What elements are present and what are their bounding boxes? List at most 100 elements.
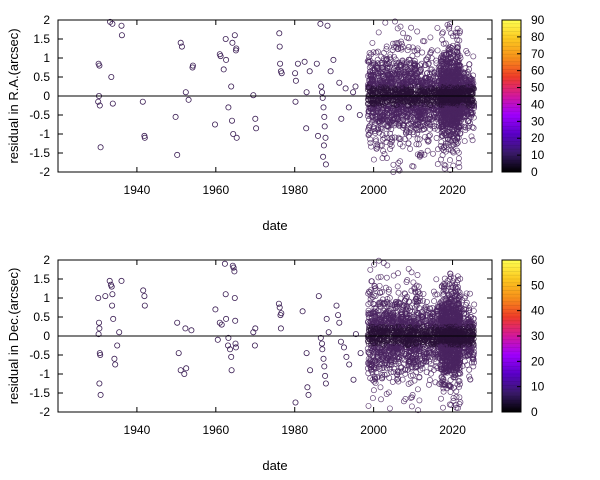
data-point <box>414 272 421 278</box>
colorbar-tick-label: 10 <box>531 148 545 162</box>
data-point <box>418 337 425 344</box>
data-point <box>426 350 433 357</box>
y-tick-label: 1 <box>43 51 50 65</box>
data-point <box>425 336 432 343</box>
data-point <box>459 76 466 83</box>
data-point <box>378 116 384 123</box>
data-point <box>383 274 390 281</box>
data-point <box>377 299 384 306</box>
data-point <box>292 77 299 84</box>
data-point <box>419 49 426 56</box>
data-point <box>395 358 402 365</box>
data-point <box>420 290 427 297</box>
data-point <box>393 44 400 51</box>
data-point <box>229 39 236 46</box>
data-point <box>414 151 421 158</box>
data-point <box>403 334 410 341</box>
data-point <box>109 291 116 298</box>
data-point <box>425 60 432 67</box>
data-point <box>398 38 404 45</box>
data-point <box>454 41 461 48</box>
data-point <box>386 94 393 101</box>
data-point <box>396 336 403 343</box>
data-point <box>421 89 428 95</box>
data-point <box>303 350 310 357</box>
data-point <box>446 84 453 91</box>
data-point <box>225 104 232 111</box>
data-point <box>364 332 371 338</box>
data-point <box>323 315 330 322</box>
data-point <box>379 136 386 143</box>
data-point <box>433 337 440 344</box>
y-tick-label: 0 <box>43 89 50 103</box>
data-point <box>434 24 441 31</box>
data-point <box>447 49 454 55</box>
data-point <box>395 122 402 129</box>
data-point <box>372 78 379 85</box>
data-point <box>406 70 413 77</box>
data-point <box>276 304 283 311</box>
data-point <box>319 94 326 101</box>
data-point <box>391 53 397 60</box>
data-point <box>324 22 331 29</box>
data-point <box>415 348 422 355</box>
data-point <box>448 30 455 37</box>
ra-scatter-points <box>95 18 478 175</box>
data-point <box>370 319 377 326</box>
data-point <box>421 38 428 45</box>
data-point <box>432 324 439 331</box>
data-point <box>441 165 448 172</box>
data-point <box>426 76 433 83</box>
data-point <box>403 76 410 83</box>
data-point <box>449 148 456 155</box>
ra-x-axis-label: date <box>262 218 287 233</box>
data-point <box>250 92 257 99</box>
data-point <box>405 44 412 50</box>
data-point <box>217 53 224 60</box>
data-point <box>420 297 427 304</box>
data-point <box>140 287 147 294</box>
data-point <box>413 369 420 376</box>
data-point <box>396 339 403 346</box>
data-point <box>365 402 372 409</box>
data-point <box>382 360 389 367</box>
data-point <box>449 105 456 112</box>
data-point <box>369 324 376 330</box>
data-point <box>228 367 235 374</box>
data-point <box>381 84 388 91</box>
data-point <box>459 104 465 111</box>
data-point <box>314 132 321 139</box>
data-point <box>447 112 454 118</box>
data-point <box>109 302 116 309</box>
data-point <box>450 92 457 99</box>
data-point <box>428 55 435 62</box>
data-point <box>444 21 451 28</box>
data-point <box>432 379 439 386</box>
data-point <box>112 361 119 368</box>
data-point <box>377 142 384 149</box>
data-point <box>385 289 392 295</box>
data-point <box>441 105 448 112</box>
data-point <box>95 98 102 105</box>
data-point <box>450 80 457 87</box>
data-point <box>418 150 425 156</box>
data-point <box>214 336 221 343</box>
data-point <box>431 123 438 130</box>
data-point <box>405 351 412 358</box>
data-point <box>408 269 415 276</box>
data-point <box>461 113 468 119</box>
data-point <box>389 343 396 350</box>
data-point <box>462 124 469 131</box>
data-point <box>381 323 388 330</box>
data-point <box>352 83 359 90</box>
data-point <box>388 369 395 376</box>
data-point <box>406 96 413 103</box>
data-point <box>391 44 397 51</box>
data-point <box>393 299 399 306</box>
data-point <box>426 115 433 122</box>
data-point <box>318 340 325 347</box>
data-point <box>365 83 372 90</box>
data-point <box>396 167 403 174</box>
